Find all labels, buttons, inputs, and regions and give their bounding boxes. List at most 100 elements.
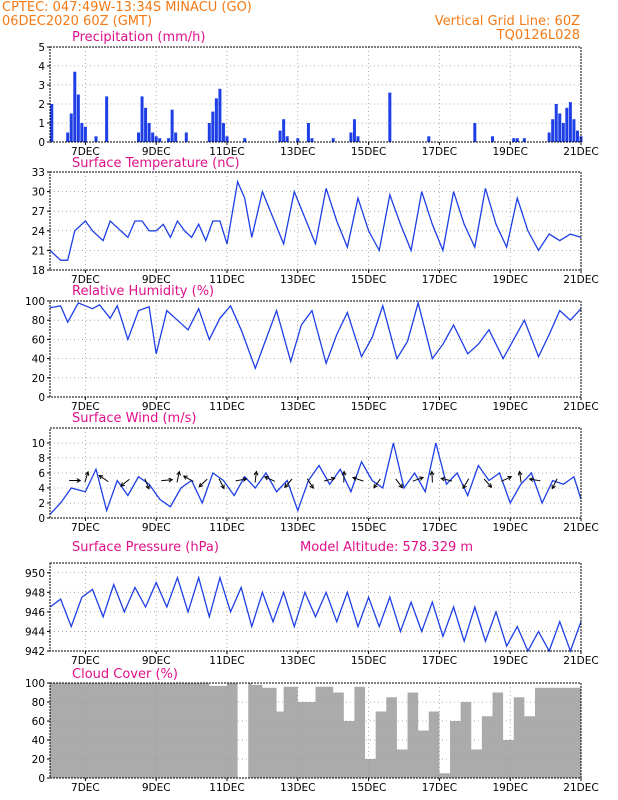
precip-bar [243,138,247,142]
precip-bar [170,109,174,142]
precip-bar [310,138,314,142]
panel-subtitle: Model Altitude: 578.329 m [300,540,473,555]
x-tick-label: 21DEC [563,655,598,667]
panel-2: Relative Humidity (%) 0 20 40 60 80 100 7DEC 9DE… [25,284,599,413]
panel-frame [49,562,582,652]
x-tick-label: 19DEC [492,401,527,413]
wind-arrow-head [330,476,336,482]
wind-arrow-head [84,470,90,476]
x-tick-label: 17DEC [422,522,457,534]
precip-bar [184,132,188,142]
precip-bar [349,132,353,142]
y-tick-label: 6 [38,468,45,480]
panel-frame [49,682,582,779]
precip-bar [137,132,140,142]
wind-arrow-head [551,484,556,490]
panel-title: Surface Wind (m/s) [72,411,196,426]
wind-arrow-head [242,477,248,482]
wind-arrow-head [398,483,403,489]
precip-bar [218,88,222,142]
wind-arrow-head [145,484,150,490]
wind-arrow [264,476,276,482]
precip-bar [83,126,87,142]
y-tick-label: 60 [32,334,45,346]
wind-arrow [218,478,225,489]
x-tick-label: 15DEC [351,274,386,286]
x-tick-label: 21DEC [563,782,598,794]
wind-arrow [431,471,433,483]
y-tick-label: 20 [32,754,45,766]
precip-bar [50,104,54,142]
wind-arrow [161,479,173,482]
x-tick-label: 11DEC [209,274,244,286]
x-tick-label: 7DEC [71,146,100,158]
precip-bar [285,136,289,142]
y-tick-label: 100 [25,296,45,308]
precip-bar [554,104,558,142]
wind-arrow [529,478,541,482]
x-tick-label: 11DEC [209,401,244,413]
series-line [49,300,582,371]
wind-arrow-head [352,476,358,481]
y-tick-label: 3 [38,80,45,92]
precip-bar [572,119,576,142]
series-line [49,575,582,653]
cloud-cover-area [50,683,581,778]
y-tick-label: 80 [32,315,45,327]
wind-arrow-head [220,484,225,490]
x-tick-label: 19DEC [492,522,527,534]
y-tick-label: 948 [25,587,45,599]
precip-bar [214,98,218,142]
panel-3: Surface Wind (m/s) 0 2 4 6 8 10 7DEC 9DEC 11DEC 13… [32,411,599,534]
panel-title: Surface Pressure (hPa) [72,540,219,555]
x-tick-label: 13DEC [280,782,315,794]
precip-bar [278,130,282,142]
panel-0: Precipitation (mm/h) 0 1 2 3 4 5 7DEC 9DEC 11DEC 1… [38,30,598,158]
precip-bar [174,132,178,142]
precip-bar [522,138,526,142]
wind-arrow [198,478,208,488]
wind-arrow-head [309,484,314,490]
y-tick-label: 4 [38,61,45,73]
x-tick-label: 9DEC [142,655,171,667]
precip-bar [151,132,155,142]
panel-frame [49,300,582,398]
x-tick-label: 9DEC [142,401,171,413]
precip-bar [221,123,225,142]
x-tick-label: 13DEC [280,274,315,286]
y-tick-label: 5 [38,42,45,54]
x-tick-label: 11DEC [209,782,244,794]
precip-bar [94,136,98,142]
y-tick-label: 0 [38,513,45,525]
panels: Precipitation (mm/h) 0 1 2 3 4 5 7DEC 9DEC 11DEC 1… [25,30,599,794]
panel-frame [49,171,582,271]
wind-arrow-head [198,482,204,488]
x-tick-label: 7DEC [71,655,100,667]
y-tick-label: 4 [38,483,45,495]
x-tick-label: 7DEC [71,274,100,286]
wind-arrow-head [419,476,425,481]
wind-arrow [306,478,314,489]
x-tick-label: 15DEC [351,401,386,413]
wind-arrow [254,471,257,483]
precip-bar [565,107,569,142]
wind-arrow [373,478,381,489]
y-tick-label: 950 [25,568,45,580]
x-tick-label: 15DEC [351,782,386,794]
y-tick-label: 0 [38,773,45,785]
wind-arrow [235,478,247,482]
x-tick-label: 19DEC [492,782,527,794]
wind-arrow-head [440,476,446,482]
header-grid-note: Vertical Grid Line: 60Z [435,14,580,29]
precip-bar [144,107,148,142]
precip-bar [568,102,572,142]
header-model-id: TQ0126L028 [496,28,580,43]
precip-bar [473,123,477,142]
wind-arrow [183,475,194,482]
x-tick-label: 11DEC [209,522,244,534]
precip-bar [388,92,392,142]
wind-arrow-head [528,477,534,482]
panel-1: Surface Temperature (nC) 18 21 24 27 30 33 7DEC… [32,156,599,286]
wind-arrow [551,478,558,489]
